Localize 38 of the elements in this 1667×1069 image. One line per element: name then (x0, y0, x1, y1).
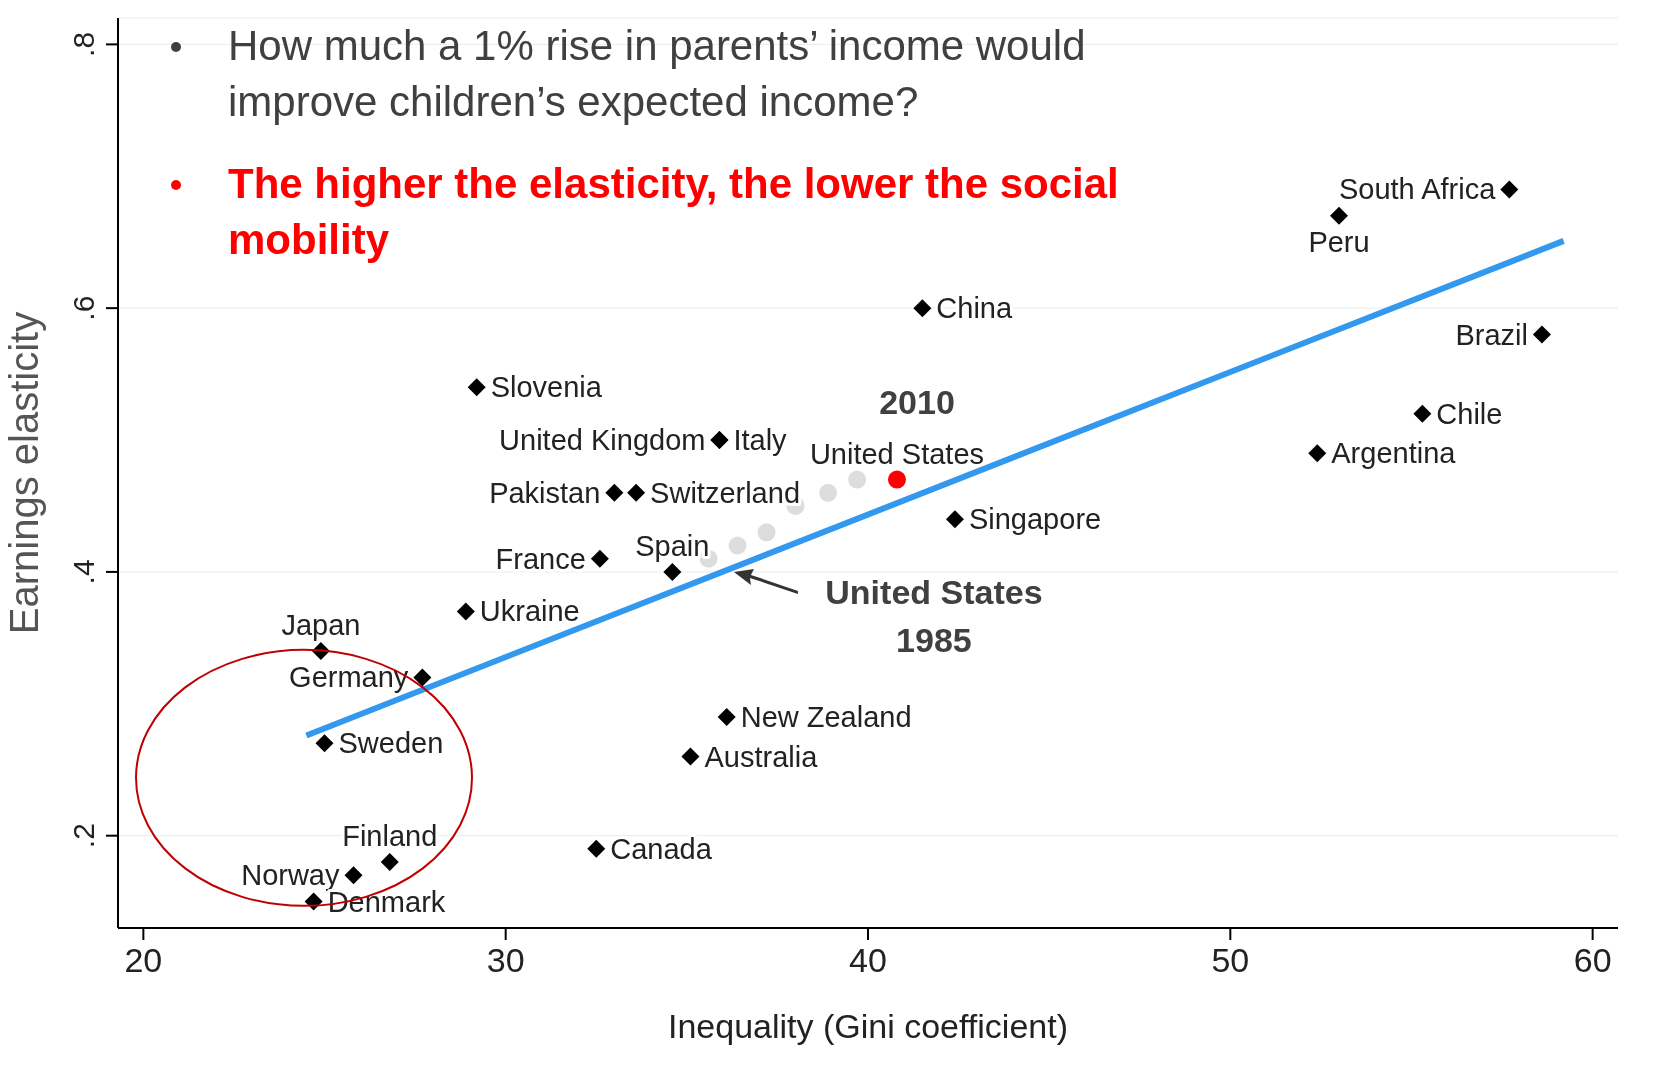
annotation: The higher the elasticity, the lower the social mobility (228, 160, 1119, 263)
series-label: France (495, 542, 586, 575)
series-label: Chile (1436, 397, 1503, 430)
annotation: United States 1985 (825, 572, 1043, 659)
series-label: Canada (610, 832, 713, 865)
y-tick-label: .2 (67, 823, 100, 849)
x-axis-title: Inequality (Gini coefficient) (667, 1007, 1069, 1045)
series-label: United States (809, 437, 985, 470)
x-tick-label: 50 (1211, 941, 1250, 980)
series-label: Japan (281, 609, 361, 642)
annotation: How much a 1% rise in parents’ income would improve children’s expected income? (228, 22, 1086, 125)
series-label: United Kingdom (499, 424, 706, 457)
series-label: South Africa (1338, 173, 1497, 206)
series-label: China (936, 292, 1013, 325)
series-label: Peru (1308, 225, 1370, 258)
series-label: Australia (704, 740, 819, 773)
x-tick-label: 40 (849, 941, 887, 980)
series-label: Argentina (1331, 437, 1457, 470)
series-label: Switzerland (650, 476, 801, 509)
series-label: Sweden (338, 727, 444, 760)
series-label: Pakistan (489, 476, 601, 509)
y-axis-title: Earnings elasticity (2, 311, 47, 635)
series-label: Singapore (968, 503, 1102, 536)
x-tick-label: 20 (124, 941, 163, 980)
y-tick-label: .6 (67, 295, 100, 321)
series-label: Ukraine (479, 595, 580, 628)
x-tick-label: 30 (486, 941, 525, 980)
series-label: Finland (342, 820, 438, 853)
series-label: New Zealand (740, 700, 912, 733)
series-label: Slovenia (490, 371, 603, 404)
y-tick-label: .8 (67, 31, 100, 57)
x-tick-label: 60 (1573, 941, 1612, 980)
y-tick-label: .4 (67, 559, 100, 585)
series-label: Italy (733, 424, 788, 457)
annotation: 2010 (879, 382, 955, 421)
series-label: Spain (635, 529, 710, 562)
series-label: Brazil (1455, 318, 1528, 351)
series-label: Germany (289, 661, 409, 694)
